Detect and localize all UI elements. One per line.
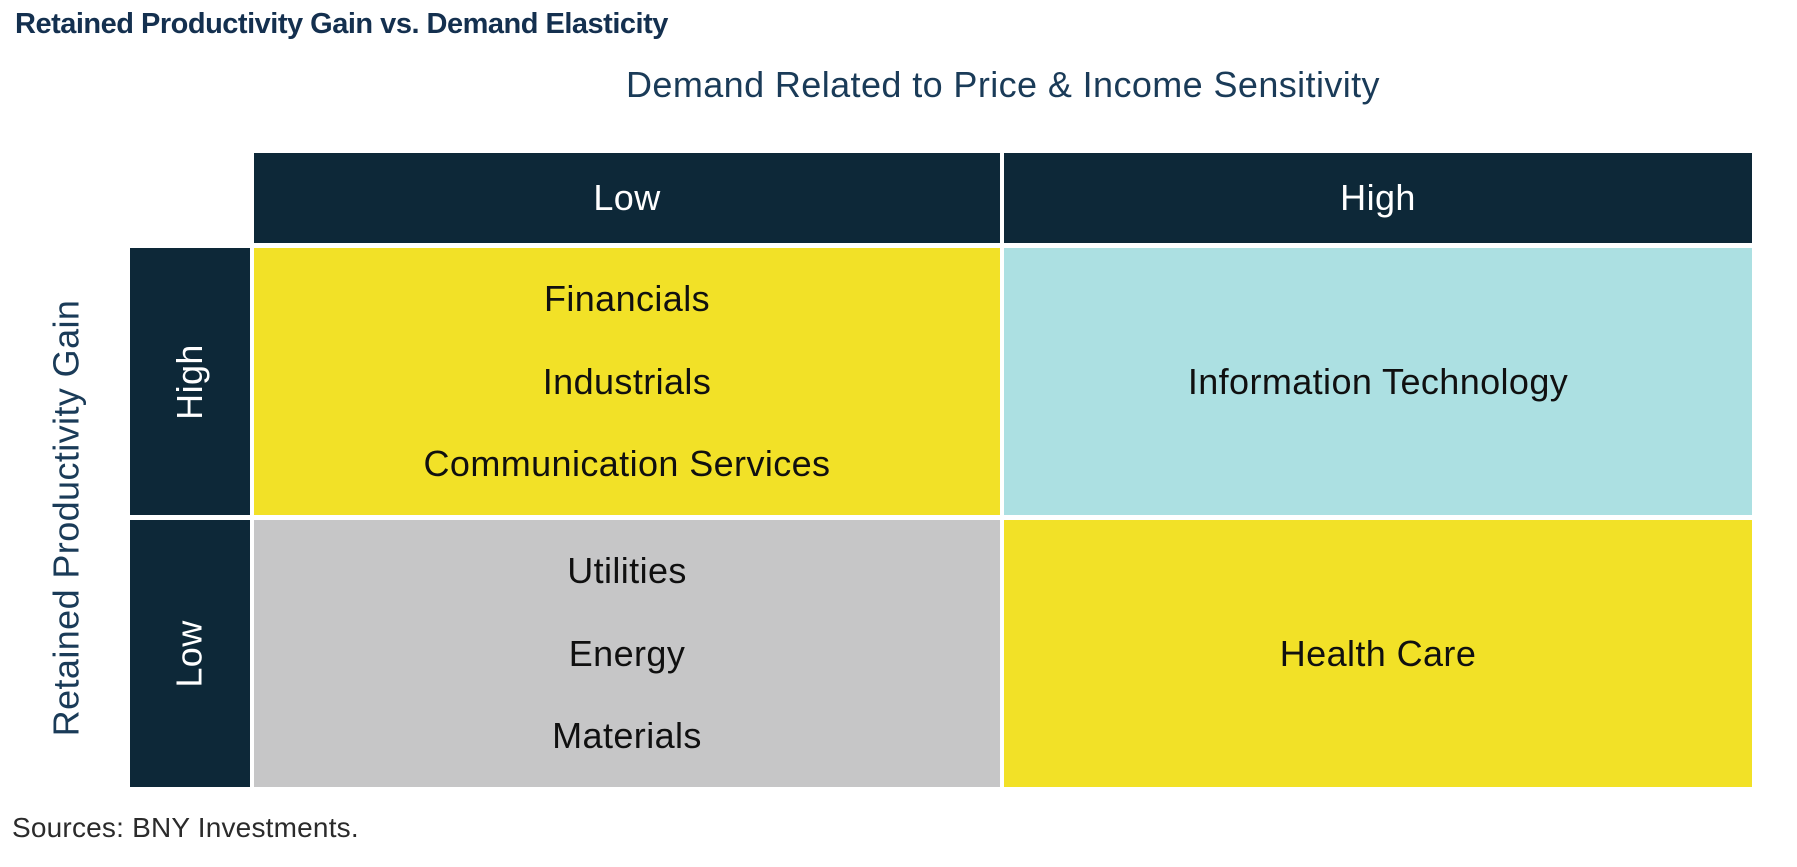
column-header-low: Low — [254, 153, 1000, 243]
row-header-high: High — [130, 248, 250, 515]
column-header-high: High — [1004, 153, 1752, 243]
x-axis-title: Demand Related to Price & Income Sensiti… — [626, 64, 1380, 105]
column-header-low-label: Low — [593, 177, 661, 218]
sector-label: Industrials — [542, 360, 712, 402]
row-header-high-label: High — [168, 343, 210, 420]
sector-label: Information Technology — [1187, 360, 1569, 402]
source-note: Sources: BNY Investments. — [12, 812, 359, 843]
y-axis-title: Retained Productivity Gain — [30, 248, 102, 787]
row-header-low: Low — [130, 520, 250, 787]
quadrant-high-productivity-high-demand: Information Technology — [1004, 248, 1752, 515]
sector-label: Communication Services — [423, 443, 831, 484]
quadrant-low-productivity-high-demand: Health Care — [1004, 520, 1752, 787]
chart-title: Retained Productivity Gain vs. Demand El… — [15, 8, 668, 40]
quadrant-low-productivity-low-demand: Utilities Energy Materials — [254, 520, 1000, 787]
column-header-high-label: High — [1340, 177, 1416, 218]
sector-label: Utilities — [567, 550, 687, 591]
y-axis-title-label: Retained Productivity Gain — [45, 299, 86, 736]
quadrant-high-productivity-low-demand: Financials Industrials Communication Ser… — [254, 248, 1000, 515]
sector-label: Health Care — [1279, 632, 1477, 674]
sector-label: Financials — [543, 278, 711, 319]
sector-label: Energy — [568, 632, 686, 674]
sector-label: Materials — [552, 715, 702, 756]
row-header-low-label: Low — [169, 619, 210, 688]
